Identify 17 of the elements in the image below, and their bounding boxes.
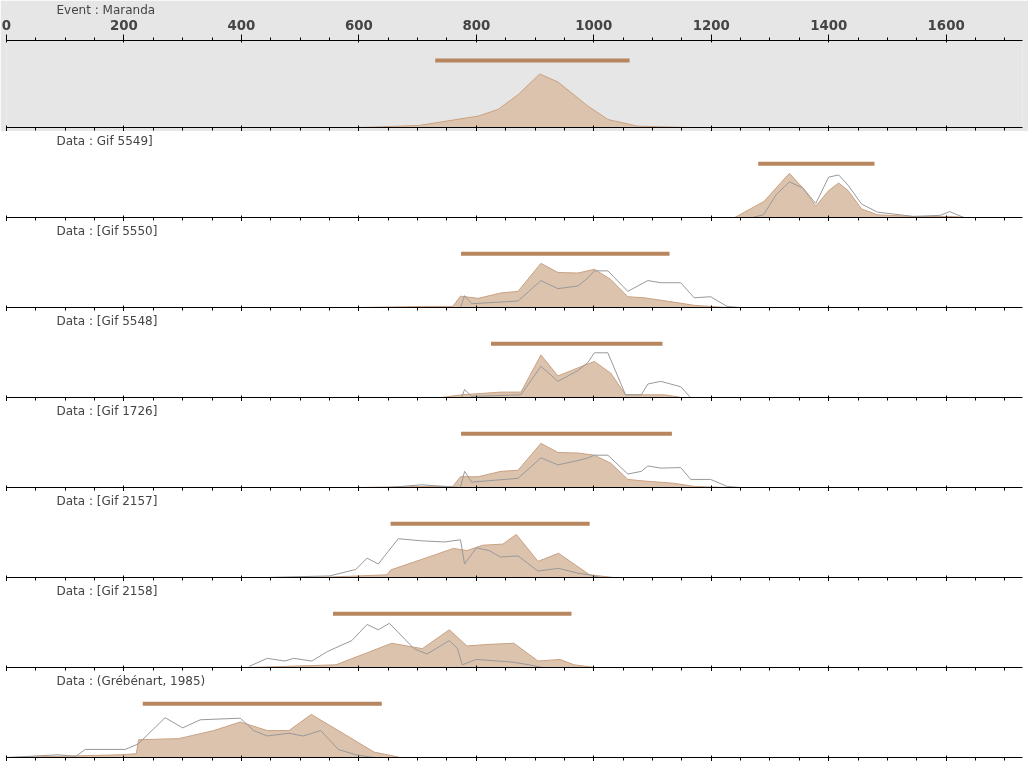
x-tick-label: 400 xyxy=(227,17,256,33)
x-tick-label: 1000 xyxy=(575,17,613,33)
x-tick-label: 1200 xyxy=(692,17,730,33)
x-tick-label: 200 xyxy=(110,17,138,33)
chart-title: Event : Maranda xyxy=(56,2,156,17)
chart-title: Data : Gif 5549] xyxy=(56,133,153,148)
x-tick-label: 1400 xyxy=(810,17,848,33)
x-tick-label: 1600 xyxy=(927,17,965,33)
x-tick-label: 800 xyxy=(462,17,491,33)
chart-title: Data : (Grébénart, 1985) xyxy=(56,673,206,688)
chart-title: Data : [Gif 2158] xyxy=(56,583,158,598)
chart-title: Data : [Gif 2157] xyxy=(56,493,158,508)
chart-title: Data : [Gif 5550] xyxy=(56,223,158,238)
chart-title: Data : [Gif 1726] xyxy=(56,403,158,418)
chart-title: Data : [Gif 5548] xyxy=(56,313,158,328)
x-tick-label: 0 xyxy=(1,17,12,33)
x-tick-label: 600 xyxy=(344,17,373,33)
